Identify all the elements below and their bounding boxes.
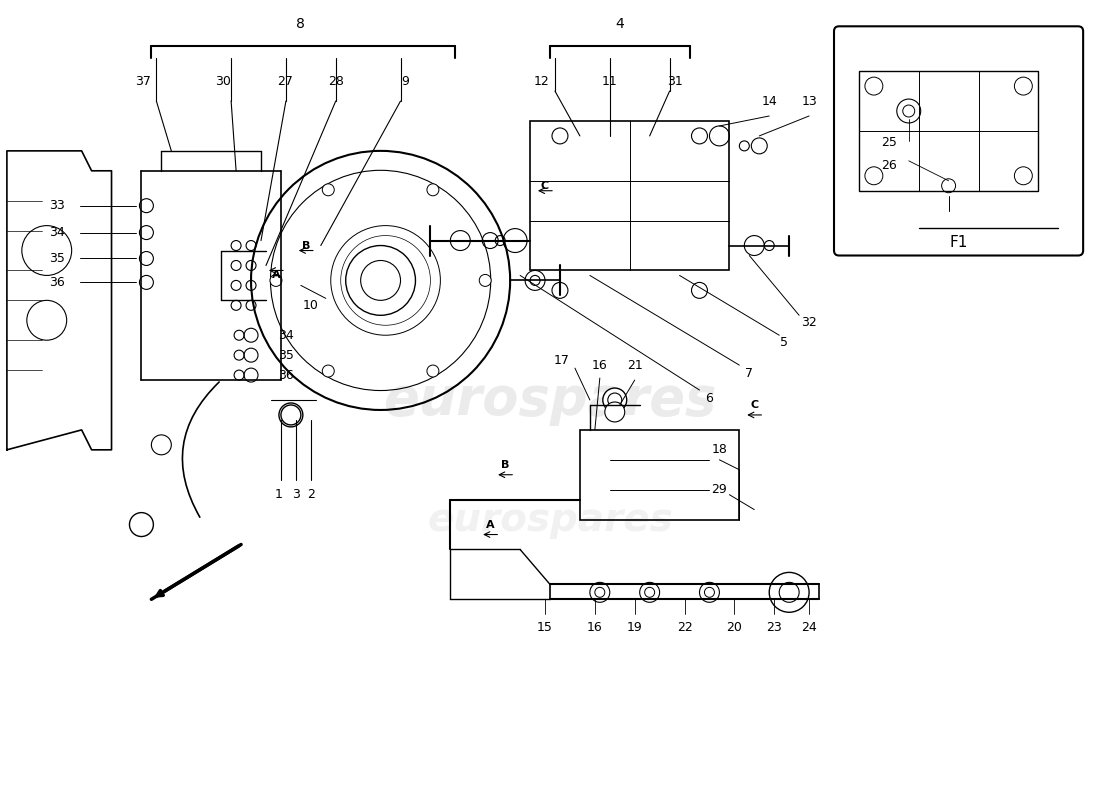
Text: 20: 20 — [726, 621, 742, 634]
Text: 34: 34 — [48, 226, 65, 239]
Text: 23: 23 — [767, 621, 782, 634]
Text: 28: 28 — [328, 74, 343, 88]
Circle shape — [640, 582, 660, 602]
Text: 27: 27 — [277, 74, 293, 88]
Text: 4: 4 — [615, 18, 624, 31]
Text: 1: 1 — [275, 488, 283, 501]
Text: 16: 16 — [587, 621, 603, 634]
Circle shape — [279, 403, 302, 427]
Text: eurospares: eurospares — [427, 501, 673, 538]
Bar — [580, 430, 739, 519]
Text: 35: 35 — [278, 349, 294, 362]
Text: 25: 25 — [881, 136, 896, 150]
Circle shape — [700, 582, 719, 602]
Text: 31: 31 — [667, 74, 682, 88]
Text: 36: 36 — [48, 276, 65, 289]
Text: 9: 9 — [402, 74, 409, 88]
Text: 21: 21 — [627, 358, 642, 372]
Text: 37: 37 — [135, 74, 152, 88]
Text: F1: F1 — [949, 235, 968, 250]
Bar — [530, 121, 729, 270]
Circle shape — [140, 226, 153, 239]
Text: 17: 17 — [554, 354, 570, 366]
Text: 32: 32 — [801, 316, 817, 329]
Text: 34: 34 — [278, 329, 294, 342]
Text: 15: 15 — [537, 621, 553, 634]
Circle shape — [140, 275, 153, 290]
Text: 14: 14 — [761, 94, 777, 107]
Text: 10: 10 — [302, 299, 319, 312]
Circle shape — [480, 274, 492, 286]
Circle shape — [427, 184, 439, 196]
Text: 35: 35 — [48, 252, 65, 265]
Bar — [859, 71, 1038, 190]
Circle shape — [427, 365, 439, 377]
Text: A: A — [486, 519, 495, 530]
Text: 11: 11 — [602, 74, 618, 88]
Circle shape — [140, 251, 153, 266]
Text: 19: 19 — [627, 621, 642, 634]
Text: 22: 22 — [676, 621, 692, 634]
Circle shape — [322, 365, 334, 377]
Text: 16: 16 — [592, 358, 607, 372]
Circle shape — [322, 184, 334, 196]
Circle shape — [590, 582, 609, 602]
Text: C: C — [541, 181, 549, 190]
Text: 33: 33 — [48, 199, 65, 212]
Text: 6: 6 — [705, 391, 714, 405]
Text: 2: 2 — [307, 488, 315, 501]
Text: 12: 12 — [535, 74, 550, 88]
Text: A: A — [272, 270, 280, 281]
Circle shape — [769, 572, 810, 612]
Circle shape — [140, 198, 153, 213]
Text: eurospares: eurospares — [383, 374, 717, 426]
Circle shape — [603, 388, 627, 412]
Text: 18: 18 — [712, 443, 727, 456]
Text: 5: 5 — [780, 336, 789, 349]
Text: B: B — [500, 460, 509, 470]
Text: 36: 36 — [278, 369, 294, 382]
Text: 3: 3 — [292, 488, 300, 501]
Text: 30: 30 — [216, 74, 231, 88]
Text: B: B — [301, 241, 310, 250]
Text: 8: 8 — [296, 18, 306, 31]
Text: 7: 7 — [746, 366, 754, 379]
Text: 13: 13 — [801, 94, 817, 107]
Text: 29: 29 — [712, 483, 727, 496]
Text: 26: 26 — [881, 159, 896, 172]
Circle shape — [605, 402, 625, 422]
Circle shape — [270, 274, 282, 286]
Text: C: C — [750, 400, 758, 410]
Text: 24: 24 — [801, 621, 817, 634]
